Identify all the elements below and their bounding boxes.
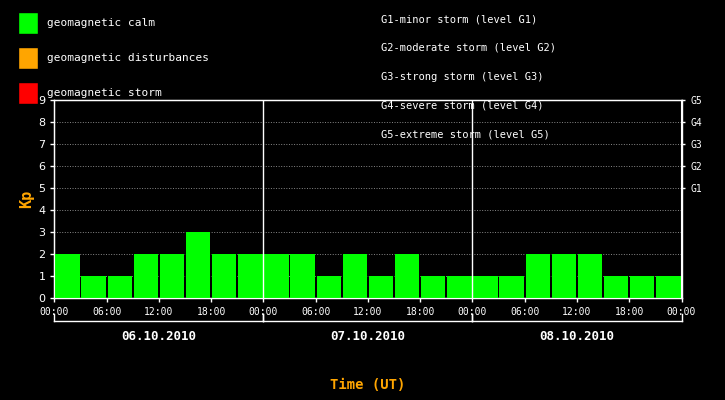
Bar xyxy=(526,254,550,298)
Bar xyxy=(369,276,393,298)
Bar xyxy=(604,276,629,298)
Bar xyxy=(291,254,315,298)
Bar xyxy=(55,254,80,298)
Text: G2-moderate storm (level G2): G2-moderate storm (level G2) xyxy=(381,43,555,53)
Text: G4-severe storm (level G4): G4-severe storm (level G4) xyxy=(381,100,543,110)
Bar xyxy=(212,254,236,298)
Bar xyxy=(160,254,184,298)
Bar xyxy=(107,276,132,298)
Text: geomagnetic calm: geomagnetic calm xyxy=(47,18,155,28)
Text: 07.10.2010: 07.10.2010 xyxy=(331,330,405,342)
Text: G5-extreme storm (level G5): G5-extreme storm (level G5) xyxy=(381,129,550,139)
Bar xyxy=(343,254,367,298)
Bar xyxy=(395,254,419,298)
Text: geomagnetic disturbances: geomagnetic disturbances xyxy=(47,53,209,63)
Text: geomagnetic storm: geomagnetic storm xyxy=(47,88,162,98)
Text: 06.10.2010: 06.10.2010 xyxy=(121,330,196,342)
Text: Time (UT): Time (UT) xyxy=(331,378,405,392)
Bar xyxy=(421,276,445,298)
Bar xyxy=(447,276,471,298)
Bar xyxy=(81,276,106,298)
Bar xyxy=(317,276,341,298)
Bar xyxy=(630,276,655,298)
Text: G3-strong storm (level G3): G3-strong storm (level G3) xyxy=(381,72,543,82)
Bar xyxy=(500,276,524,298)
Bar xyxy=(552,254,576,298)
Bar xyxy=(133,254,158,298)
Bar xyxy=(238,254,262,298)
Bar xyxy=(265,254,289,298)
Bar xyxy=(578,254,602,298)
Bar xyxy=(473,276,498,298)
Bar xyxy=(656,276,681,298)
Y-axis label: Kp: Kp xyxy=(19,190,34,208)
Bar xyxy=(186,232,210,298)
Text: G1-minor storm (level G1): G1-minor storm (level G1) xyxy=(381,14,537,24)
Text: 08.10.2010: 08.10.2010 xyxy=(539,330,615,342)
